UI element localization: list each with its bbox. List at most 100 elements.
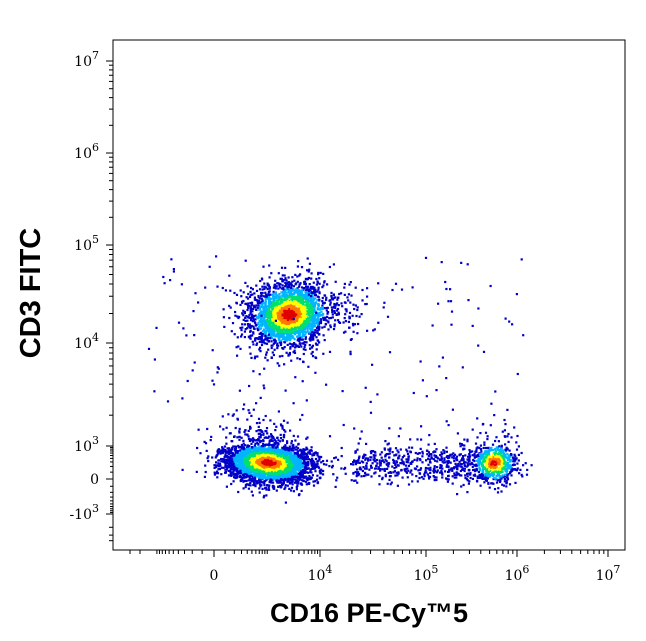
event-dot [308, 262, 311, 265]
event-dot [245, 296, 248, 299]
event-dot [290, 310, 293, 313]
event-dot [298, 358, 302, 361]
event-dot [273, 441, 276, 444]
event-dot [285, 335, 288, 338]
event-dot [364, 303, 367, 306]
event-dot [264, 335, 267, 338]
event-dot [324, 316, 327, 319]
event-dot [316, 323, 319, 326]
event-dot [340, 446, 343, 450]
event-dot [292, 315, 295, 318]
event-dot [317, 304, 320, 307]
event-dot [288, 315, 291, 318]
event-dot [244, 472, 247, 476]
event-dot [334, 485, 337, 488]
event-dot [218, 465, 221, 468]
event-dot [311, 320, 314, 323]
event-dot [257, 417, 261, 420]
event-dot [320, 472, 323, 475]
event-dot [300, 291, 303, 294]
event-dot [219, 452, 222, 455]
event-dot [248, 411, 251, 414]
event-dot [275, 323, 278, 326]
event-dot [309, 471, 312, 474]
event-dot [282, 334, 285, 337]
event-dot [303, 304, 306, 307]
event-dot [319, 271, 322, 274]
event-dot [291, 299, 294, 302]
event-dot [278, 481, 281, 484]
event-dot [314, 288, 317, 291]
event-dot [316, 290, 319, 293]
event-dot [290, 333, 293, 336]
event-dot [276, 307, 279, 310]
event-dot [221, 446, 224, 449]
event-dot [317, 318, 321, 321]
event-dot [304, 480, 307, 483]
event-dot [242, 318, 245, 321]
event-dot [265, 342, 269, 345]
event-dot [274, 293, 277, 296]
event-dot [310, 324, 313, 327]
event-dot [296, 287, 299, 290]
event-dot [308, 344, 311, 347]
event-dot [275, 489, 278, 492]
event-dot [311, 312, 314, 315]
event-dot [288, 351, 291, 355]
event-dot [304, 315, 308, 318]
event-dot [312, 304, 315, 307]
event-dot [196, 446, 199, 450]
event-dot [310, 310, 313, 314]
event-dot [259, 318, 263, 321]
event-dot [279, 329, 282, 332]
event-dot [249, 301, 252, 305]
event-dot [311, 308, 314, 311]
event-dot [277, 325, 280, 328]
event-dot [253, 479, 257, 482]
event-dot [292, 490, 295, 493]
event-dot [268, 290, 271, 293]
event-dot [270, 315, 273, 318]
event-dot [251, 293, 254, 296]
event-dot [301, 479, 304, 482]
event-dot [264, 291, 267, 294]
event-dot [268, 444, 271, 447]
event-dot [240, 478, 243, 481]
event-dot [283, 487, 286, 491]
event-dot [303, 281, 306, 284]
event-dot [255, 289, 259, 292]
event-dot [285, 288, 288, 291]
event-dot [283, 285, 286, 288]
event-dot [265, 324, 268, 327]
event-dot [309, 303, 312, 306]
event-dot [290, 359, 293, 362]
event-dot [311, 331, 314, 334]
event-dot [242, 314, 245, 317]
event-dot [279, 331, 282, 334]
event-dot [234, 310, 237, 314]
event-dot [228, 451, 231, 454]
event-dot [352, 324, 355, 327]
event-dot [284, 278, 287, 281]
event-dot [261, 304, 264, 307]
event-dot [353, 307, 356, 311]
event-dot [282, 337, 285, 340]
event-dot [296, 482, 299, 485]
event-dot [243, 403, 246, 406]
event-dot [284, 323, 287, 326]
event-dot [293, 349, 296, 352]
event-dot [230, 448, 233, 451]
event-dot [262, 442, 265, 445]
event-dot [230, 466, 234, 469]
event-dot [373, 328, 376, 331]
event-dot [213, 471, 216, 474]
event-dot [252, 332, 255, 335]
event-dot [241, 326, 244, 329]
event-dot [309, 477, 312, 480]
event-dot [265, 329, 268, 332]
event-dot [322, 473, 325, 476]
event-dot [331, 297, 334, 300]
event-dot [267, 305, 270, 308]
event-dot [316, 281, 319, 284]
event-dot [264, 319, 267, 322]
